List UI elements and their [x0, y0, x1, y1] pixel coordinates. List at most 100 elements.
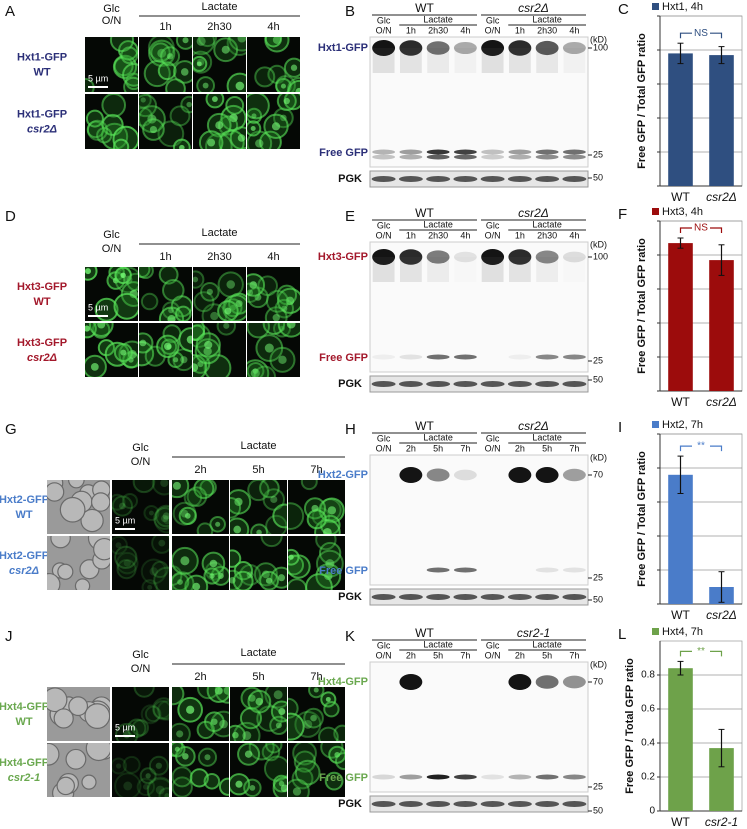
glc-header: O/N	[102, 15, 122, 27]
band	[372, 40, 396, 56]
loading-band	[480, 381, 505, 387]
micrograph	[139, 267, 192, 321]
panel-letter: B	[345, 3, 355, 20]
panel-letter: J	[5, 628, 13, 645]
unit-label: (kD)	[590, 659, 607, 669]
lane-glc: Glc	[377, 433, 391, 443]
band	[372, 249, 396, 265]
cell	[200, 282, 220, 302]
cell	[228, 37, 246, 52]
panel-letter: D	[5, 208, 16, 225]
cell	[264, 306, 288, 321]
cell	[172, 687, 185, 706]
band-label: Hxt4-GFP	[318, 676, 368, 688]
loading-band	[371, 594, 396, 600]
unit-label: (kD)	[590, 34, 607, 44]
cell	[151, 536, 169, 554]
cell	[247, 286, 269, 309]
cell	[198, 37, 218, 48]
legend-label: Hxt2, 7h	[662, 419, 703, 431]
vacuole	[244, 750, 253, 758]
cells	[172, 546, 229, 590]
vacuole	[182, 753, 189, 760]
lane-lactate: Lactate	[532, 432, 562, 442]
glc-header: Glc	[132, 649, 149, 661]
glc-header: Glc	[132, 442, 149, 454]
loading-band	[480, 801, 505, 807]
vacuole	[232, 731, 239, 739]
loading-band	[562, 381, 587, 387]
band	[372, 354, 396, 360]
band	[562, 774, 586, 780]
cell	[232, 570, 254, 590]
band	[399, 674, 423, 690]
vacuole	[246, 571, 254, 579]
cell	[193, 291, 215, 313]
micrograph	[172, 480, 229, 534]
vacuole	[186, 705, 195, 714]
time-label: 7h	[310, 671, 322, 683]
lane-time: 2h30	[537, 25, 557, 35]
cell	[288, 778, 310, 797]
vacuole	[180, 556, 190, 566]
lane-time: 4h	[460, 230, 470, 240]
loading-membrane	[369, 375, 589, 393]
cell	[169, 105, 191, 127]
vacuole	[155, 785, 165, 795]
band	[481, 154, 505, 160]
vacuole	[324, 571, 333, 581]
cells	[193, 270, 246, 321]
cell	[96, 127, 113, 144]
cell	[112, 138, 130, 149]
marker-label: 50	[593, 594, 603, 604]
strain-protein: Hxt3-GFP	[17, 337, 67, 349]
vacuole	[184, 513, 191, 519]
scale-label: 5 µm	[88, 302, 108, 312]
loading-band	[398, 176, 423, 182]
group-label: csr2Δ	[518, 206, 549, 220]
cells	[139, 324, 192, 372]
cell	[139, 94, 152, 109]
cell	[217, 271, 244, 298]
cell	[315, 536, 337, 551]
micrograph	[85, 267, 138, 321]
loading-band	[562, 801, 587, 807]
cell	[158, 267, 179, 285]
vacuole	[166, 53, 174, 60]
strain-name: csr2Δ	[27, 123, 57, 135]
legend-label: Hxt4, 7h	[662, 626, 703, 638]
band	[508, 40, 532, 56]
lane-time: 5h	[433, 443, 443, 453]
band	[535, 40, 559, 56]
cell	[152, 700, 169, 720]
band	[481, 249, 505, 265]
band	[399, 249, 423, 265]
vacuole	[249, 785, 256, 791]
loading-band	[453, 594, 478, 600]
micrograph	[139, 37, 192, 92]
cell	[193, 480, 215, 500]
cell	[133, 687, 155, 698]
vacuole	[295, 87, 300, 92]
vacuole	[247, 289, 254, 296]
vacuole	[202, 82, 209, 89]
loading-band	[398, 801, 423, 807]
band	[399, 154, 423, 160]
vacuole	[161, 514, 169, 523]
vacuole	[323, 527, 332, 534]
annotation-bg	[692, 28, 710, 39]
micrograph-bg	[112, 480, 169, 534]
strain-name: csr2Δ	[27, 352, 57, 364]
annotation: NS	[694, 223, 708, 234]
band	[426, 774, 450, 780]
micrograph-bg	[288, 743, 345, 797]
band-label: Hxt2-GFP	[318, 469, 368, 481]
loading-band	[371, 176, 396, 182]
cell	[150, 42, 171, 63]
lane-time: 2h	[406, 443, 416, 453]
cells	[288, 536, 344, 590]
vacuole	[275, 722, 282, 729]
lane-glc: Glc	[377, 15, 391, 25]
cell	[131, 719, 150, 737]
lane-glc: Glc	[486, 220, 500, 230]
